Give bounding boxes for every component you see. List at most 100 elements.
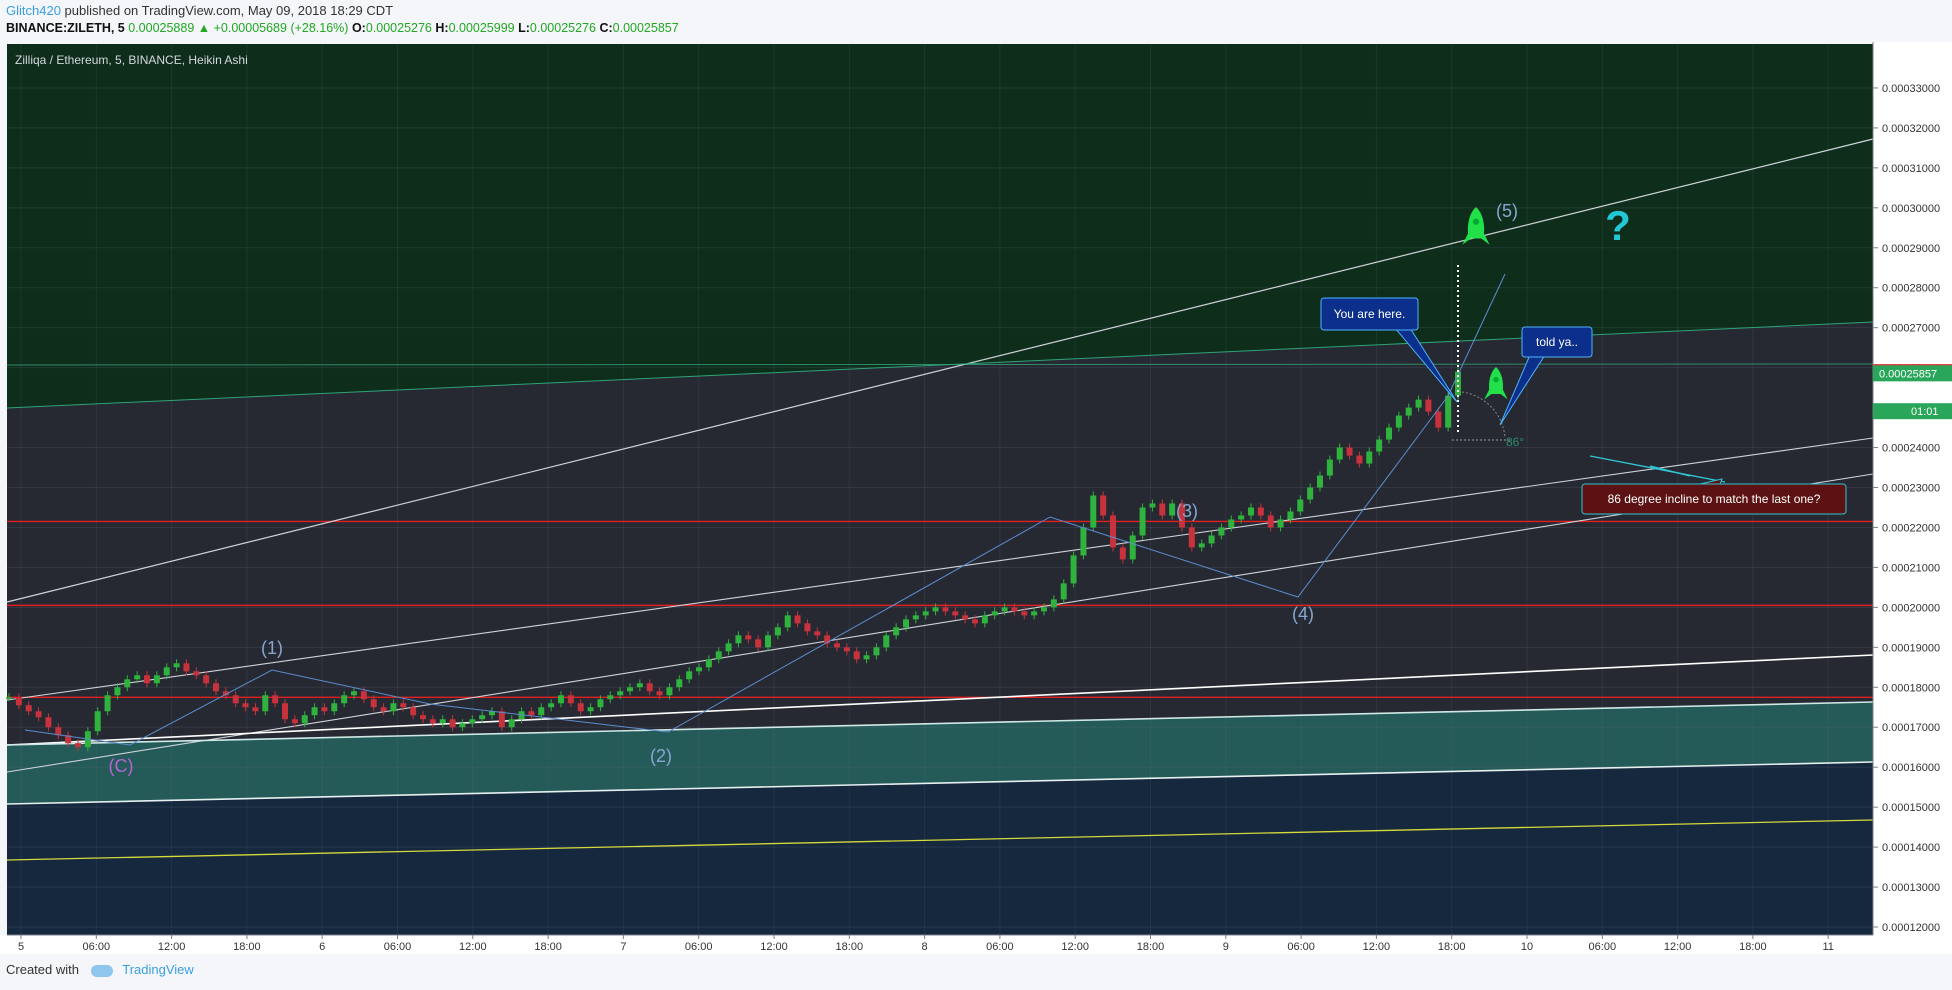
price-axis[interactable]: 0.00033000 0.00032000 0.00031000 0.00030000…: [1872, 42, 1952, 954]
candle: [291, 719, 298, 724]
callout-told-ya[interactable]: told ya..: [1499, 326, 1593, 426]
candle: [686, 671, 693, 680]
candle: [1011, 607, 1018, 612]
price-tick-label: 0.00021000: [1882, 562, 1940, 574]
time-tick-label: 12:00: [1363, 941, 1391, 953]
candle: [252, 707, 259, 712]
time-tick-label: 18:00: [1137, 941, 1165, 953]
candle: [173, 663, 180, 668]
open-value: 0.00025276: [365, 21, 432, 35]
candle: [794, 615, 801, 624]
price-tick-label: 0.00018000: [1882, 682, 1940, 694]
candle: [203, 675, 210, 684]
trend-line: [6, 437, 1874, 701]
trend-line: [6, 761, 1874, 805]
candle: [1336, 447, 1343, 460]
candle: [558, 695, 564, 704]
candle: [114, 687, 121, 696]
arrow-line: [1649, 465, 1691, 477]
callout-incline[interactable]: 86 degree incline to match the last one?: [1581, 478, 1847, 515]
candle: [863, 655, 870, 660]
candle: [213, 683, 219, 692]
rocket-fin: [1481, 230, 1490, 245]
close-label: C:: [599, 21, 613, 35]
price-tick-label: 0.00013000: [1882, 882, 1940, 894]
candle: [1395, 415, 1402, 428]
change-text: +0.00005689 (+28.16%): [213, 21, 349, 35]
candle: [380, 707, 387, 712]
candle: [804, 623, 811, 632]
tradingview-link[interactable]: TradingView: [122, 962, 194, 977]
callout-told-ya-text: told ya..: [1536, 335, 1578, 349]
symbol-text: BINANCE:ZILETH, 5: [6, 21, 125, 35]
low-value: 0.00025276: [529, 21, 596, 35]
price-tick-label: 0.00029000: [1882, 243, 1940, 255]
candle: [1267, 515, 1274, 528]
candle: [942, 607, 949, 612]
footer: Created with TradingView: [6, 962, 194, 977]
chart-canvas[interactable]: Zilliqa / Ethereum, 5, BINANCE, Heikin A…: [0, 42, 1952, 954]
candle: [45, 717, 52, 728]
candle: [548, 703, 555, 708]
time-tick-label: 18:00: [1438, 941, 1466, 953]
candle: [1090, 495, 1097, 528]
price-tick-label: 0.00030000: [1882, 203, 1940, 215]
price-tick-label: 0.00020000: [1882, 602, 1940, 614]
callout-you-are-here[interactable]: You are here.: [1320, 297, 1458, 403]
time-tick-label: 18:00: [233, 941, 261, 953]
symbol-line: BINANCE:ZILETH, 5 0.00025889 ▲ +0.000056…: [6, 21, 679, 35]
candle: [814, 631, 821, 636]
candle: [735, 635, 742, 644]
price-tick-label: 0.00017000: [1882, 722, 1940, 734]
candle: [400, 703, 407, 708]
annotations: (C) (1) (2) (3) (4) (5) 86° ? You are he…: [109, 201, 1847, 776]
candle: [390, 703, 397, 712]
chart-title: Zilliqa / Ethereum, 5, BINANCE, Heikin A…: [15, 53, 248, 67]
rocket-fin: [1484, 386, 1492, 400]
published-text: published on TradingView.com, May 09, 20…: [64, 3, 394, 18]
candle: [656, 691, 663, 696]
candle: [331, 703, 338, 712]
candle: [1179, 503, 1185, 528]
candle: [755, 639, 762, 648]
candle: [1208, 535, 1215, 544]
question-icon: ?: [1605, 202, 1631, 249]
trend-lines[interactable]: [6, 138, 1874, 861]
author-link[interactable]: Glitch420: [6, 3, 61, 18]
candle: [1080, 527, 1087, 556]
candle: [321, 707, 328, 712]
candle: [1356, 455, 1363, 464]
candle: [1110, 515, 1116, 548]
time-tick-label: 9: [1223, 941, 1229, 953]
candle: [1159, 503, 1166, 516]
time-axis[interactable]: 5 06:00 12:00 18:00 6 06:00 12:00 18:00 7 06:00 12…: [0, 934, 1873, 954]
candle: [1139, 507, 1146, 536]
candles: [6, 367, 1461, 752]
high-label: H:: [435, 21, 449, 35]
candle: [873, 647, 880, 656]
time-tick-label: 12:00: [158, 941, 186, 953]
candle: [242, 703, 249, 708]
low-label: L:: [518, 21, 530, 35]
candle: [705, 659, 712, 668]
wave-label-4: (4): [1292, 604, 1314, 624]
callout-incline-text: 86 degree incline to match the last one?: [1608, 492, 1821, 506]
candle: [774, 627, 781, 636]
candle: [449, 719, 456, 728]
candle: [144, 675, 150, 684]
time-tick-label: 06:00: [1287, 941, 1315, 953]
candle: [1129, 535, 1136, 560]
candle: [932, 607, 939, 612]
candle: [35, 711, 42, 718]
candle: [607, 695, 614, 700]
candle: [508, 719, 515, 728]
candle: [1228, 519, 1235, 528]
wave-path: [24, 273, 1506, 746]
time-tick-label: 11: [1822, 941, 1833, 953]
price-tick-label: 0.00031000: [1882, 163, 1940, 175]
candle: [1248, 507, 1254, 516]
trend-line: [6, 701, 1874, 746]
grid-lines: [7, 44, 1873, 935]
candle: [1198, 543, 1205, 548]
time-tick-label: 18:00: [836, 941, 864, 953]
